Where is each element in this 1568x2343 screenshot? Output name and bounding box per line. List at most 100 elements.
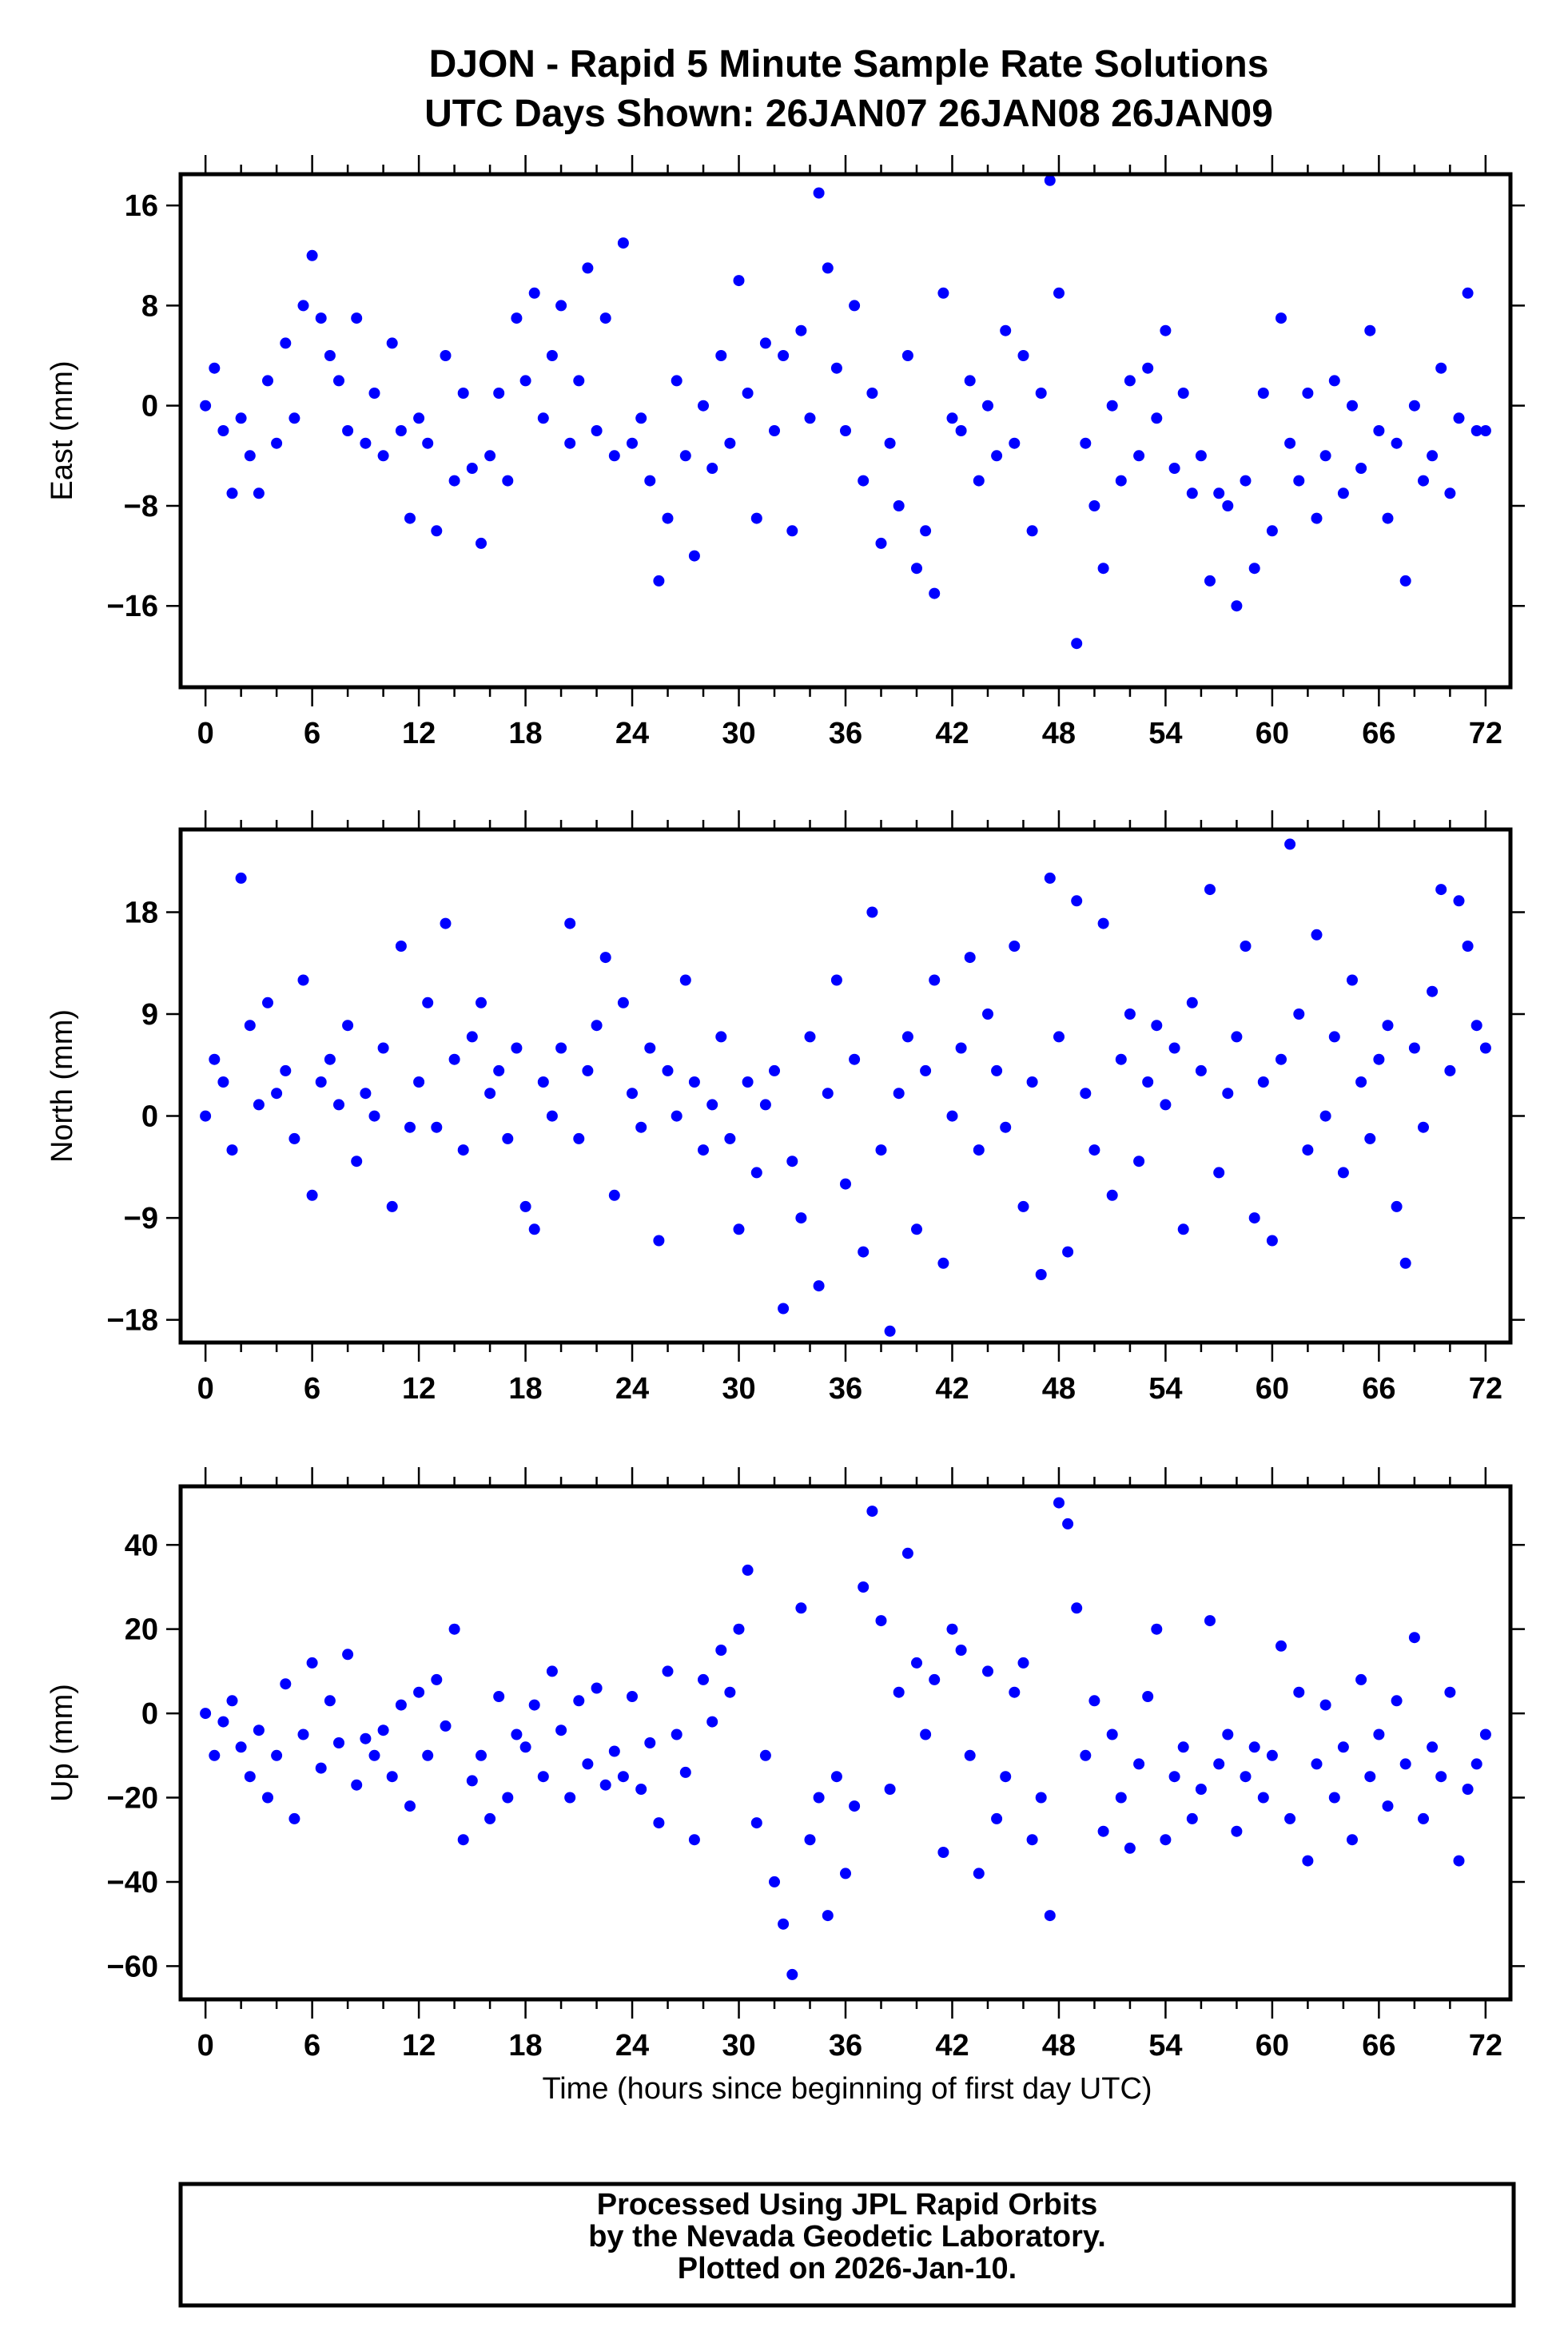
up-data-point	[1319, 1699, 1331, 1711]
up-data-point	[546, 1665, 558, 1677]
north-data-point	[946, 1110, 958, 1122]
north-data-point	[226, 1144, 238, 1156]
up-data-point	[1391, 1695, 1403, 1707]
east-data-point	[991, 450, 1003, 462]
north-data-point	[830, 974, 842, 986]
north-data-point	[627, 1088, 638, 1100]
east-data-point	[617, 237, 629, 249]
north-data-point	[1213, 1167, 1225, 1179]
east-data-point	[1328, 375, 1340, 387]
up-data-point	[1195, 1784, 1207, 1795]
up-data-point	[1044, 1910, 1056, 1922]
x-tick-label: 66	[1362, 2029, 1395, 2063]
y-tick-label: 40	[125, 1529, 158, 1562]
y-tick-label: −18	[107, 1304, 158, 1338]
east-data-point	[644, 475, 656, 487]
east-data-point	[929, 587, 941, 599]
x-tick-label: 18	[508, 717, 542, 750]
up-data-point	[599, 1779, 611, 1791]
north-data-point	[360, 1088, 372, 1100]
east-data-point	[289, 412, 300, 424]
y-tick-label: 16	[125, 189, 158, 223]
north-data-point	[706, 1099, 718, 1111]
x-tick-label: 30	[722, 717, 755, 750]
east-data-point	[804, 412, 816, 424]
east-data-point	[573, 375, 585, 387]
east-data-point	[368, 388, 380, 399]
north-data-point	[377, 1042, 389, 1054]
north-data-point	[1133, 1156, 1145, 1168]
east-data-point	[591, 425, 603, 436]
y-tick-label: 20	[125, 1613, 158, 1647]
north-data-point	[1355, 1076, 1367, 1088]
north-plot-frame	[178, 827, 1513, 1345]
up-data-point	[1062, 1518, 1074, 1530]
north-data-point	[1222, 1088, 1234, 1100]
east-data-point	[698, 400, 709, 412]
north-data-point	[422, 996, 434, 1008]
east-data-point	[1177, 388, 1189, 399]
north-data-point	[1097, 917, 1109, 929]
east-data-point	[1319, 450, 1331, 462]
up-data-point	[1399, 1758, 1411, 1770]
east-data-point	[733, 275, 745, 287]
north-data-point	[733, 1223, 745, 1235]
north-data-point	[431, 1121, 443, 1133]
north-data-point	[235, 872, 247, 884]
up-data-point	[280, 1678, 292, 1690]
up-data-point	[537, 1771, 549, 1783]
east-data-point	[893, 500, 905, 511]
east-data-point	[653, 575, 665, 587]
north-data-point	[1408, 1042, 1420, 1054]
north-data-point	[662, 1064, 674, 1076]
east-data-point	[1222, 500, 1234, 511]
north-data-point	[955, 1042, 967, 1054]
north-data-point	[1044, 872, 1056, 884]
north-data-point	[1080, 1088, 1092, 1100]
north-data-point	[875, 1144, 887, 1156]
north-data-point	[1257, 1076, 1269, 1088]
east-data-point	[982, 400, 993, 412]
east-data-point	[493, 388, 505, 399]
north-data-point	[964, 952, 976, 964]
up-data-point	[591, 1682, 603, 1694]
north-data-point	[386, 1200, 398, 1212]
north-data-point	[493, 1064, 505, 1076]
east-data-point	[1391, 437, 1403, 449]
north-data-point	[991, 1064, 1003, 1076]
x-tick-label: 24	[615, 717, 649, 750]
north-data-point	[742, 1076, 754, 1088]
up-data-point	[422, 1749, 434, 1761]
y-tick-label: −60	[107, 1950, 158, 1983]
north-data-point	[448, 1053, 460, 1065]
x-tick-label: 42	[935, 1372, 969, 1406]
up-data-point	[1408, 1632, 1420, 1644]
east-data-point	[1479, 425, 1491, 436]
up-data-point	[1470, 1758, 1482, 1770]
up-data-point	[1080, 1749, 1092, 1761]
x-tick-label: 48	[1042, 717, 1076, 750]
up-data-point	[840, 1868, 851, 1880]
east-data-point	[1453, 412, 1465, 424]
x-tick-label: 36	[829, 717, 862, 750]
chart-title: DJON - Rapid 5 Minute Sample Rate Soluti…	[429, 43, 1269, 86]
up-data-point	[1240, 1771, 1252, 1783]
east-data-point	[901, 350, 913, 361]
east-data-point	[1248, 563, 1260, 575]
north-data-point	[1418, 1121, 1429, 1133]
east-data-point	[333, 375, 344, 387]
up-data-point	[964, 1749, 976, 1761]
up-data-point	[1115, 1792, 1127, 1804]
x-tick-label: 6	[304, 1372, 320, 1406]
north-data-point	[297, 974, 309, 986]
up-data-point	[1071, 1602, 1083, 1614]
north-data-point	[324, 1053, 336, 1065]
up-data-point	[698, 1673, 709, 1685]
x-tick-label: 0	[197, 2029, 214, 2063]
north-data-point	[759, 1099, 771, 1111]
east-data-point	[955, 425, 967, 436]
up-data-point	[573, 1695, 585, 1707]
east-data-point	[973, 475, 985, 487]
east-data-point	[1044, 174, 1056, 186]
